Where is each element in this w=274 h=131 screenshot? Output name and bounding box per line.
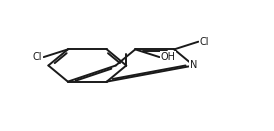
Text: Cl: Cl <box>200 37 209 47</box>
Text: OH: OH <box>161 52 176 62</box>
Text: N: N <box>190 61 197 70</box>
Text: Cl: Cl <box>33 52 42 62</box>
